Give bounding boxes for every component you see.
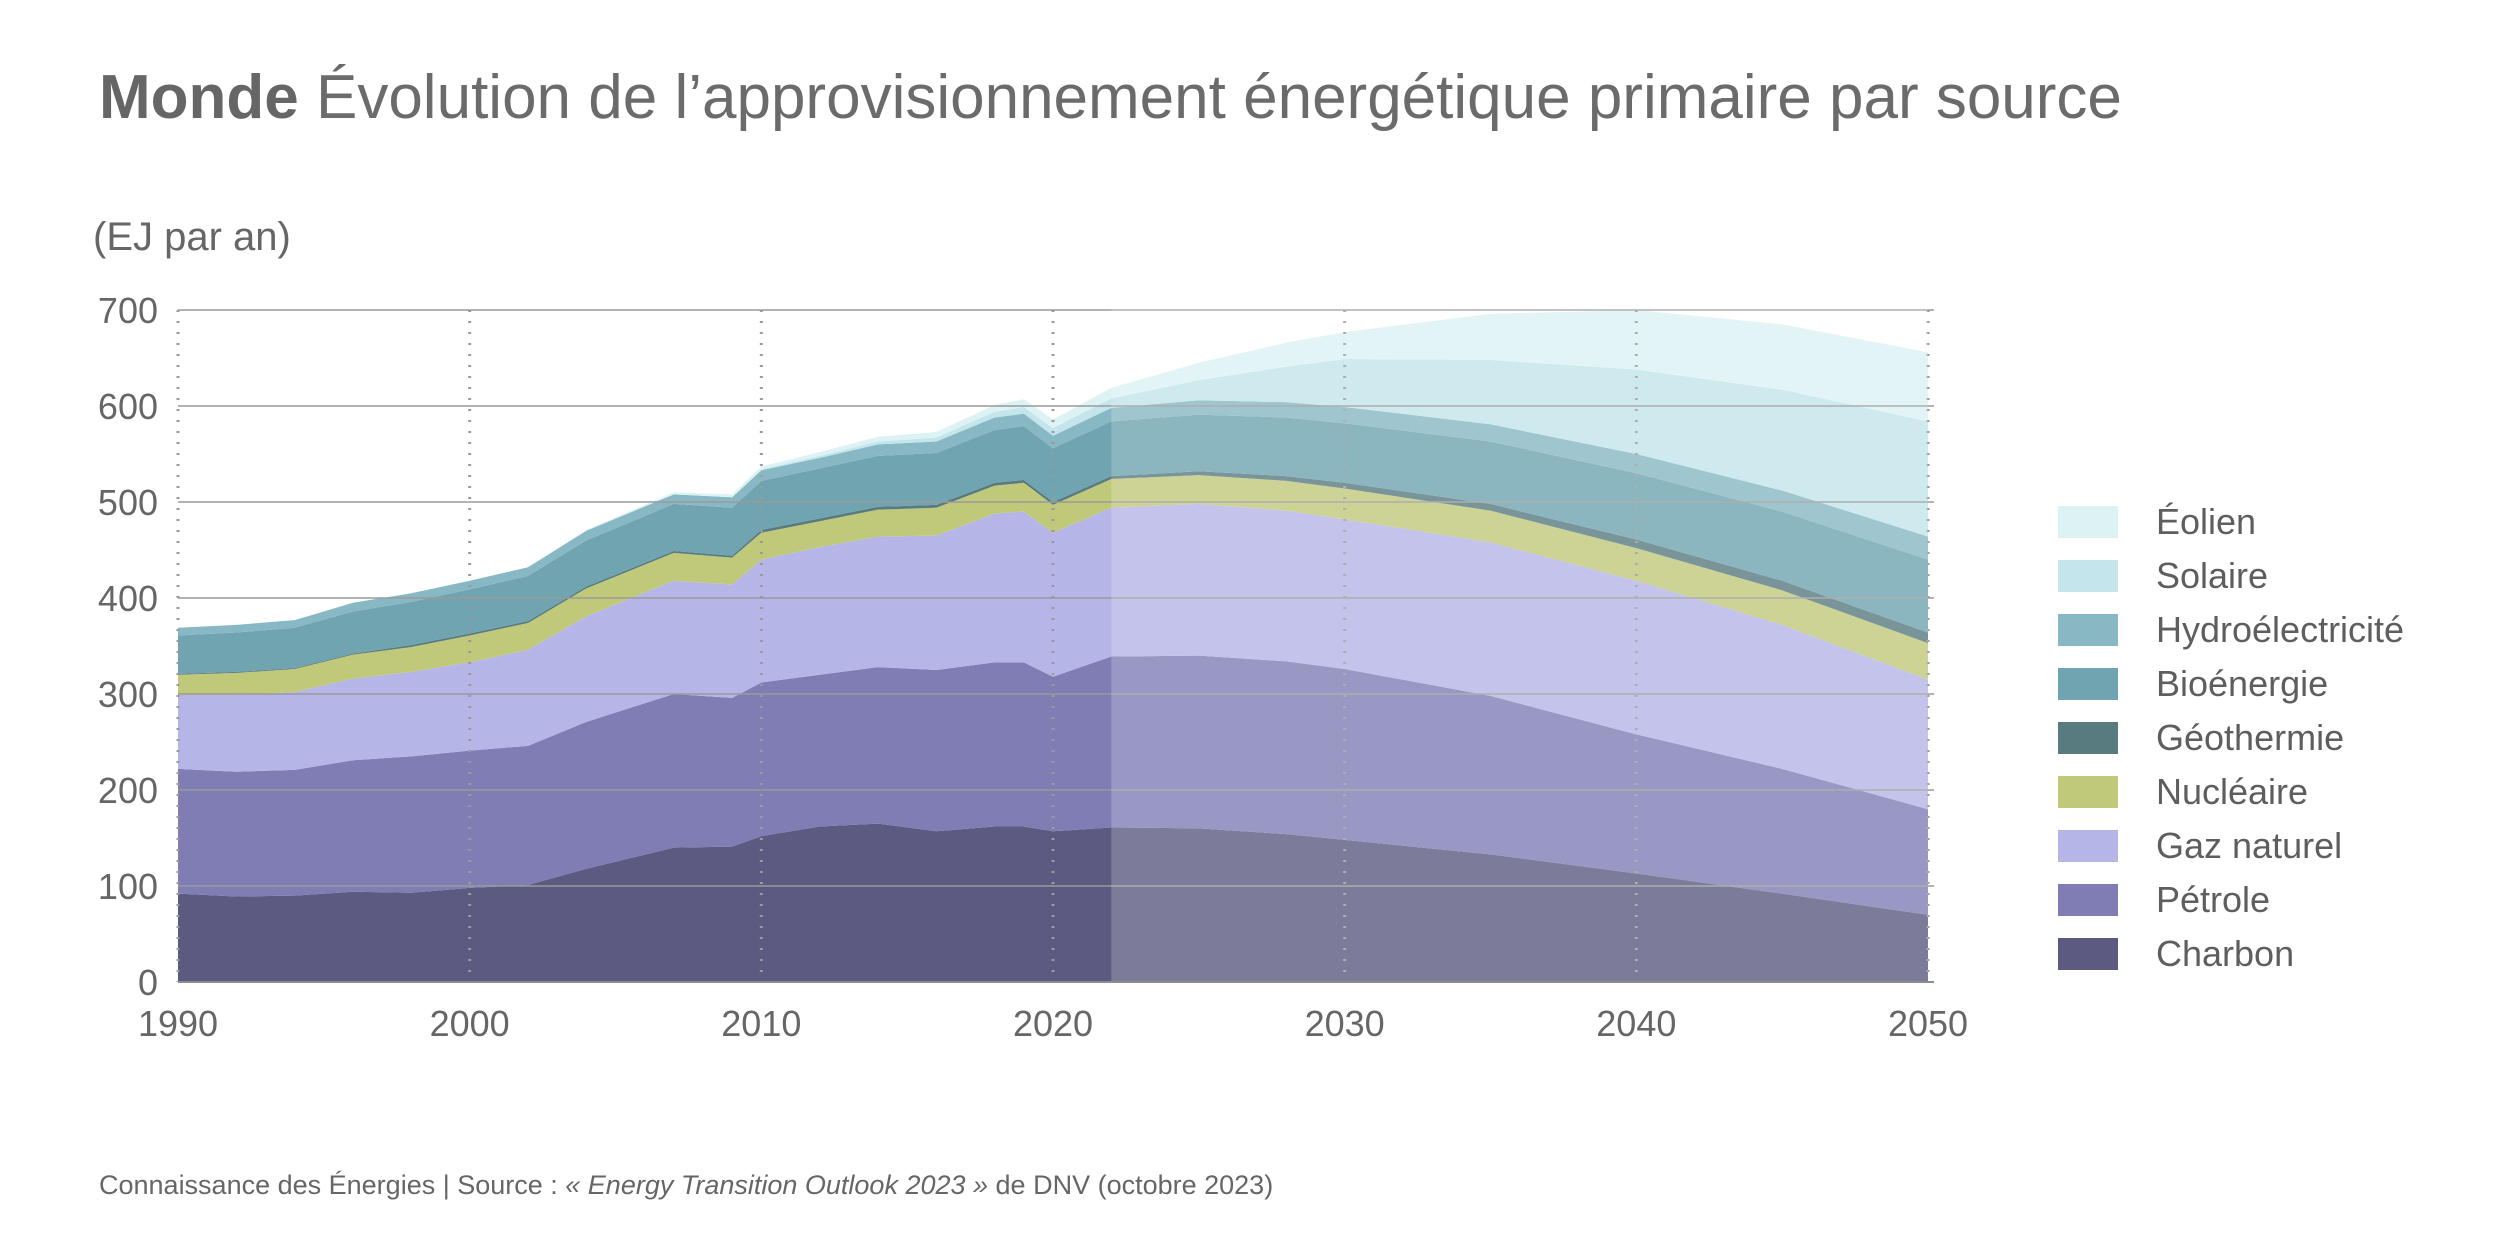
legend-label: Éolien xyxy=(2156,501,2257,542)
source-title: « Energy Transition Outlook 2023 » xyxy=(565,1170,989,1200)
legend-swatch xyxy=(2058,614,2118,646)
legend-item: Pétrole xyxy=(2058,873,2404,927)
area-gaz-naturel xyxy=(178,503,1928,810)
legend-swatch xyxy=(2058,776,2118,808)
y-tick-label: 100 xyxy=(98,866,158,907)
gridlines xyxy=(176,309,1934,982)
y-tick-label: 400 xyxy=(98,578,158,619)
legend-label: Pétrole xyxy=(2156,879,2271,920)
axes: 0 100 200 300 400 500 600 700 1990 2000 2010 2020 20… xyxy=(98,290,1968,1044)
y-tick-label: 300 xyxy=(98,674,158,715)
legend-swatch xyxy=(2058,884,2118,916)
area-series-group xyxy=(178,310,1928,982)
x-tick-label: 2040 xyxy=(1596,1003,1676,1044)
forecast-shade xyxy=(1111,290,1928,982)
x-tick-label: 2010 xyxy=(721,1003,801,1044)
y-axis-unit-label: (EJ par an) xyxy=(93,215,291,259)
x-tick-label: 2000 xyxy=(430,1003,510,1044)
legend-label: Charbon xyxy=(2156,933,2295,974)
legend-swatch xyxy=(2058,506,2118,538)
area-bioenergie xyxy=(178,414,1928,674)
x-tick-label: 2030 xyxy=(1305,1003,1385,1044)
y-tick-label: 600 xyxy=(98,386,158,427)
area-petrole xyxy=(178,655,1928,915)
legend-item: Éolien xyxy=(2058,495,2404,549)
forecast-overlay xyxy=(1111,290,1928,982)
legend-label: Gaz naturel xyxy=(2156,825,2343,866)
area-geothermie xyxy=(178,471,1928,675)
legend-item: Hydroélectricité xyxy=(2058,603,2404,657)
legend-item: Bioénergie xyxy=(2058,657,2404,711)
legend: Éolien Solaire Hydroélectricité Bioénergie G… xyxy=(2058,495,2404,981)
y-tick-label: 200 xyxy=(98,770,158,811)
y-tick-label: 0 xyxy=(138,962,158,1003)
legend-swatch xyxy=(2058,560,2118,592)
legend-swatch xyxy=(2058,938,2118,970)
page-title: Monde Évolution de l’approvisionnement é… xyxy=(99,62,2122,133)
area-eolien xyxy=(178,310,1928,628)
source-prefix: Connaissance des Énergies | Source : xyxy=(99,1170,566,1200)
area-solaire xyxy=(178,358,1928,628)
legend-item: Nucléaire xyxy=(2058,765,2404,819)
x-tick-label: 1990 xyxy=(138,1003,218,1044)
y-tick-label: 700 xyxy=(98,290,158,331)
legend-label: Géothermie xyxy=(2156,717,2345,758)
title-region: Monde xyxy=(99,63,299,132)
legend-item: Gaz naturel xyxy=(2058,819,2404,873)
legend-swatch xyxy=(2058,722,2118,754)
source-suffix: de DNV (octobre 2023) xyxy=(988,1170,1274,1200)
area-hydroelectricite xyxy=(178,400,1928,636)
source-note: Connaissance des Énergies | Source : « E… xyxy=(99,1170,1273,1201)
legend-item: Géothermie xyxy=(2058,711,2404,765)
legend-label: Hydroélectricité xyxy=(2156,609,2405,650)
legend-item: Charbon xyxy=(2058,927,2404,981)
area-charbon xyxy=(178,823,1928,982)
legend-swatch xyxy=(2058,668,2118,700)
x-tick-label: 2050 xyxy=(1888,1003,1968,1044)
legend-label: Bioénergie xyxy=(2156,663,2329,704)
title-text: Évolution de l’approvisionnement énergét… xyxy=(298,63,2122,132)
legend-item: Solaire xyxy=(2058,549,2404,603)
legend-label: Solaire xyxy=(2156,555,2269,596)
legend-label: Nucléaire xyxy=(2156,771,2309,812)
legend-swatch xyxy=(2058,830,2118,862)
area-nucleaire xyxy=(178,475,1928,695)
y-tick-label: 500 xyxy=(98,482,158,523)
x-tick-label: 2020 xyxy=(1013,1003,1093,1044)
